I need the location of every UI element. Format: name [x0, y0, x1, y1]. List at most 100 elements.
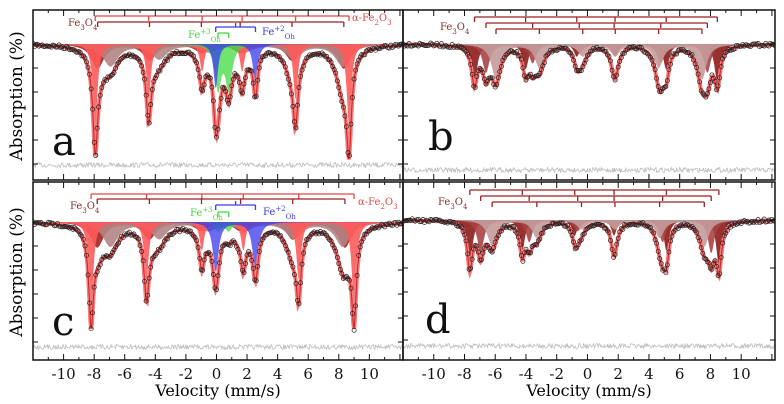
data-point — [600, 222, 606, 228]
data-point — [483, 81, 489, 87]
component-label-part: 3 — [452, 28, 456, 36]
data-point — [194, 60, 200, 66]
data-point — [720, 240, 726, 246]
data-point — [250, 80, 256, 86]
component-label-part: 3 — [387, 19, 391, 27]
data-point — [737, 219, 743, 225]
data-point — [273, 52, 279, 58]
data-point — [126, 229, 132, 235]
data-point — [221, 85, 227, 91]
data-point — [337, 267, 343, 272]
data-point — [328, 238, 334, 244]
data-point — [747, 220, 753, 226]
component-label-part: O — [379, 13, 387, 24]
residual-line — [403, 166, 775, 175]
data-point — [611, 254, 617, 260]
data-point — [669, 233, 675, 239]
data-point — [210, 98, 216, 104]
data-point — [581, 231, 587, 237]
data-point — [569, 53, 575, 59]
data-point — [178, 50, 184, 56]
data-point — [563, 45, 569, 51]
data-point — [96, 104, 102, 110]
data-point — [282, 64, 288, 70]
data-point — [171, 230, 177, 236]
data-point — [709, 266, 715, 272]
data-point — [339, 271, 345, 277]
data-point — [658, 89, 664, 94]
data-point — [324, 232, 330, 238]
component-label-part: O — [87, 201, 95, 212]
data-point — [560, 220, 566, 226]
data-point — [302, 242, 308, 248]
data-point — [207, 251, 213, 257]
data-point — [90, 106, 96, 112]
data-point — [204, 72, 210, 78]
data-point — [654, 75, 660, 81]
data-point — [506, 49, 512, 55]
data-point — [520, 65, 526, 71]
data-point — [55, 220, 60, 226]
data-point — [572, 63, 578, 69]
data-point — [166, 53, 172, 59]
data-point — [463, 238, 469, 244]
component-label-part: α-Fe — [352, 13, 375, 24]
data-point — [42, 222, 48, 228]
data-point — [102, 76, 108, 82]
data-point — [295, 102, 300, 108]
component-label-part: Oh — [285, 33, 296, 41]
residual-line — [33, 161, 403, 169]
data-point — [772, 218, 775, 224]
component-label-part: Oh — [286, 213, 297, 221]
x-axis-label-left: Velocity (mm/s) — [154, 381, 280, 400]
data-point — [468, 61, 474, 67]
data-point — [169, 50, 175, 56]
data-point — [200, 267, 206, 273]
data-point — [694, 65, 700, 70]
data-point — [751, 41, 756, 47]
data-point — [321, 229, 326, 235]
data-point — [316, 51, 322, 56]
data-point — [360, 236, 366, 242]
data-point — [604, 228, 610, 234]
data-point — [408, 43, 414, 49]
data-point — [256, 65, 262, 71]
component-label-part: 4 — [93, 24, 98, 32]
data-point — [388, 42, 394, 48]
data-point — [417, 41, 423, 46]
data-point — [256, 249, 262, 254]
data-point — [223, 88, 229, 94]
x-tick-label: -6 — [117, 365, 132, 383]
data-point — [480, 250, 486, 256]
data-point — [134, 55, 140, 61]
data-point — [345, 150, 351, 156]
data-point — [704, 91, 710, 97]
component-label-part: O — [455, 197, 463, 208]
data-point — [621, 50, 627, 56]
data-point — [160, 243, 166, 249]
data-point — [514, 49, 520, 54]
data-point — [287, 82, 293, 88]
line-position-bracket — [97, 21, 345, 27]
data-point — [766, 43, 772, 49]
component-fill-1 — [33, 44, 403, 67]
data-point — [669, 54, 675, 60]
component-fill-1 — [33, 222, 403, 247]
data-point — [376, 45, 381, 51]
data-point — [569, 233, 575, 238]
data-point — [99, 85, 105, 91]
component-fill-0 — [403, 44, 775, 82]
data-point — [139, 249, 145, 254]
x-tick-label: 8 — [706, 365, 716, 383]
data-point — [689, 52, 695, 58]
x-axis-label-right: Velocity (mm/s) — [525, 381, 651, 400]
data-point — [520, 258, 526, 264]
data-point — [420, 42, 426, 47]
data-point — [486, 245, 492, 251]
component-label-part: O — [457, 22, 465, 33]
data-point — [298, 73, 304, 79]
data-point — [158, 63, 164, 69]
data-point — [664, 262, 670, 268]
data-point — [125, 53, 131, 59]
data-point — [203, 74, 209, 79]
